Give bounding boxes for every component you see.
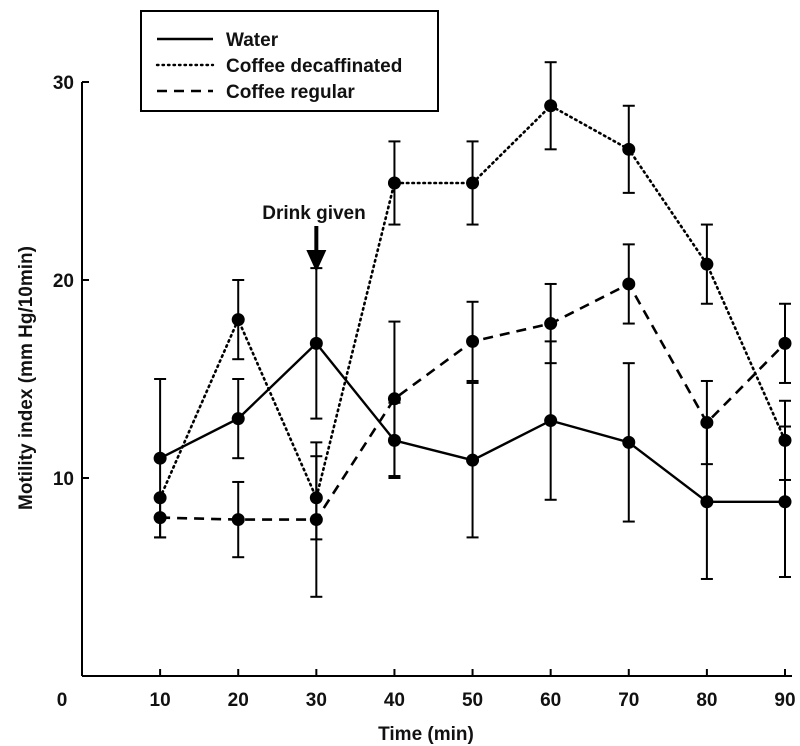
data-point <box>153 511 167 525</box>
data-point <box>622 277 636 291</box>
data-point <box>544 99 558 113</box>
y-tick-label: 30 <box>53 73 74 94</box>
legend-label-water: Water <box>226 30 279 51</box>
y-tick-label: 20 <box>53 271 74 292</box>
data-point <box>778 495 792 509</box>
arrow-down-icon <box>306 250 327 272</box>
data-point <box>778 433 792 447</box>
legend-label-coffee-regular: Coffee regular <box>226 82 355 103</box>
data-point <box>622 435 636 449</box>
legend-box <box>140 10 439 112</box>
data-point <box>387 392 401 406</box>
y-ticks: 10 20 30 <box>53 73 89 490</box>
x-tick-label: 10 <box>150 690 171 711</box>
data-point <box>387 176 401 190</box>
axes <box>81 82 792 677</box>
x-tick-label: 50 <box>462 690 483 711</box>
data-point <box>309 336 323 350</box>
data-point <box>700 416 714 430</box>
x-tick-label: 0 <box>57 690 68 711</box>
data-point <box>700 495 714 509</box>
x-tick-label: 60 <box>540 690 561 711</box>
data-point <box>700 257 714 271</box>
data-point <box>153 451 167 465</box>
x-ticks: 0 10 20 30 40 50 60 70 80 90 <box>57 669 796 711</box>
series-coffee-decaffinated <box>153 61 792 541</box>
x-tick-label: 20 <box>228 690 249 711</box>
legend-label-coffee-decaffinated: Coffee decaffinated <box>226 56 402 77</box>
x-tick-label: 70 <box>618 690 639 711</box>
data-point <box>309 513 323 527</box>
data-point <box>544 414 558 428</box>
data-point <box>544 317 558 331</box>
legend: Water Coffee decaffinated Coffee regular <box>140 10 439 112</box>
y-tick-label: 10 <box>53 469 74 490</box>
data-point <box>231 412 245 426</box>
x-tick-label: 40 <box>384 690 405 711</box>
data-point <box>466 176 480 190</box>
x-tick-label: 30 <box>306 690 327 711</box>
x-axis-title: Time (min) <box>378 724 474 745</box>
drink-annotation: Drink given <box>262 203 366 272</box>
data-point <box>466 334 480 348</box>
x-tick-label: 80 <box>696 690 717 711</box>
x-tick-label: 90 <box>774 690 795 711</box>
data-point <box>466 453 480 467</box>
data-point <box>231 313 245 327</box>
data-point <box>231 513 245 527</box>
annotation-text: Drink given <box>262 203 365 224</box>
y-axis-title: Motility index (mm Hg/10min) <box>16 246 37 510</box>
data-point <box>778 336 792 350</box>
series-layer <box>153 61 792 598</box>
data-point <box>622 142 636 156</box>
series-coffee-regular <box>153 243 792 598</box>
